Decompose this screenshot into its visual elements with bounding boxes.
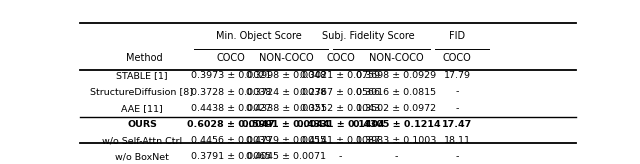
Text: 0.3791 ± 0.0065: 0.3791 ± 0.0065 [191, 152, 271, 161]
Text: 17.79: 17.79 [444, 71, 470, 80]
Text: -: - [455, 152, 459, 161]
Text: 0.4779 ± 0.0055: 0.4779 ± 0.0055 [246, 136, 326, 145]
Text: 17.47: 17.47 [442, 120, 472, 129]
Text: 0.4438 ± 0.0027: 0.4438 ± 0.0027 [191, 104, 271, 113]
Text: Subj. Fidelity Score: Subj. Fidelity Score [322, 31, 415, 41]
Text: Min. Object Score: Min. Object Score [216, 31, 301, 41]
Text: 0.3998 ± 0.0048: 0.3998 ± 0.0048 [246, 71, 326, 80]
Text: NON-COCO: NON-COCO [369, 53, 424, 62]
Text: 0.3552 ± 0.1043: 0.3552 ± 0.1043 [300, 104, 381, 113]
Text: Method: Method [126, 53, 163, 62]
Text: COCO: COCO [326, 53, 355, 62]
Text: -: - [339, 152, 342, 161]
Text: 0.3698 ± 0.0929: 0.3698 ± 0.0929 [356, 71, 436, 80]
Text: 18.11: 18.11 [444, 136, 470, 145]
Text: 0.3016 ± 0.0815: 0.3016 ± 0.0815 [356, 88, 436, 97]
Text: NON-COCO: NON-COCO [259, 53, 313, 62]
Text: AAE [11]: AAE [11] [121, 104, 163, 113]
Text: w/o Self-Attn Ctrl: w/o Self-Attn Ctrl [102, 136, 182, 145]
Text: 0.3728 ± 0.0038: 0.3728 ± 0.0038 [191, 88, 271, 97]
Text: StructureDiffusion [8]: StructureDiffusion [8] [90, 88, 193, 97]
Text: COCO: COCO [217, 53, 246, 62]
Text: OURS: OURS [127, 120, 157, 129]
Text: STABLE [1]: STABLE [1] [116, 71, 168, 80]
Text: 0.6028 ± 0.0047: 0.6028 ± 0.0047 [188, 120, 275, 129]
Text: 0.5991 ± 0.0044: 0.5991 ± 0.0044 [242, 120, 330, 129]
Text: 0.3973 ± 0.0021: 0.3973 ± 0.0021 [191, 71, 271, 80]
Text: -: - [455, 88, 459, 97]
Text: -: - [395, 152, 398, 161]
Text: 0.3724 ± 0.0038: 0.3724 ± 0.0038 [246, 88, 326, 97]
Text: COCO: COCO [443, 53, 471, 62]
Text: FID: FID [449, 31, 465, 41]
Text: 0.4045 ± 0.0071: 0.4045 ± 0.0071 [246, 152, 326, 161]
Text: 0.4456 ± 0.0039: 0.4456 ± 0.0039 [191, 136, 271, 145]
Text: 0.3983 ± 0.1003: 0.3983 ± 0.1003 [356, 136, 436, 145]
Text: 0.4338 ± 0.0021: 0.4338 ± 0.0021 [246, 104, 326, 113]
Text: w/o BoxNet: w/o BoxNet [115, 152, 169, 161]
Text: 0.4141 ± 0.1087: 0.4141 ± 0.1087 [300, 136, 380, 145]
Text: -: - [455, 104, 459, 113]
Text: 0.4331 ± 0.1404: 0.4331 ± 0.1404 [296, 120, 384, 129]
Text: 0.2767 ± 0.0566: 0.2767 ± 0.0566 [300, 88, 380, 97]
Text: 0.3502 ± 0.0972: 0.3502 ± 0.0972 [356, 104, 436, 113]
Text: 0.3021 ± 0.0759: 0.3021 ± 0.0759 [300, 71, 380, 80]
Text: 0.4305 ± 0.1214: 0.4305 ± 0.1214 [353, 120, 440, 129]
